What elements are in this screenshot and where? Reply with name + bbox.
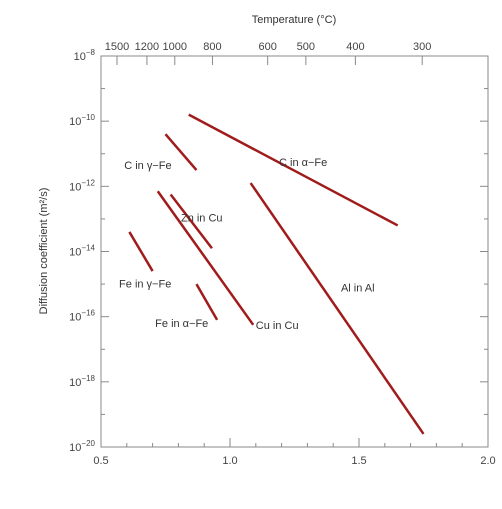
- series-line: [164, 133, 198, 171]
- y-tick-label: 10−8: [74, 48, 96, 63]
- y-tick-label: 10−20: [69, 439, 95, 454]
- series-label: Zn in Cu: [181, 212, 223, 224]
- y-tick-label: 10−18: [69, 374, 95, 389]
- top-axis-title: Temperature (°C): [252, 14, 336, 26]
- series-line: [128, 231, 154, 272]
- y-tick-label: 10−12: [69, 178, 95, 193]
- series-line: [169, 193, 213, 250]
- series-label: Al in Al: [341, 282, 375, 294]
- top-tick-label: 1500: [105, 41, 129, 53]
- top-tick-label: 1200: [135, 41, 159, 53]
- series-label: Fe in α−Fe: [155, 318, 208, 330]
- y-axis-title: Diffusion coefficient (m²/s): [38, 188, 50, 315]
- series-label: C in γ−Fe: [124, 160, 171, 172]
- top-tick-label: 500: [297, 41, 315, 53]
- top-tick-label: 400: [346, 41, 364, 53]
- top-tick-label: 300: [413, 41, 431, 53]
- series-line: [195, 283, 219, 321]
- y-tick-label: 10−10: [69, 113, 95, 128]
- top-tick-label: 1000: [163, 41, 187, 53]
- tick-labels: 0.5 1.0 1.5 2.0 10−8 10−10 10−12 10−14 10−16 10−1…: [69, 41, 495, 467]
- series-line: [156, 190, 255, 326]
- series-labels: C in α−Fe C in γ−Fe Zn in Cu Cu in Cu Al in …: [119, 157, 375, 332]
- y-tick-label: 10−14: [69, 244, 95, 259]
- series-lines: [128, 113, 425, 435]
- series-label: Cu in Cu: [256, 320, 299, 332]
- top-tick-label: 800: [203, 41, 221, 53]
- x-tick-label: 1.0: [222, 455, 237, 467]
- series-label: Fe in γ−Fe: [119, 278, 171, 290]
- x-tick-label: 0.5: [93, 455, 108, 467]
- y-tick-label: 10−16: [69, 309, 95, 324]
- top-tick-label: 600: [258, 41, 276, 53]
- series-line: [188, 113, 399, 227]
- axis-ticks: [100, 55, 489, 448]
- x-tick-label: 2.0: [480, 455, 495, 467]
- plot-frame: [100, 55, 489, 448]
- series-label: C in α−Fe: [279, 157, 327, 169]
- series-line: [249, 182, 425, 435]
- x-tick-label: 1.5: [351, 455, 366, 467]
